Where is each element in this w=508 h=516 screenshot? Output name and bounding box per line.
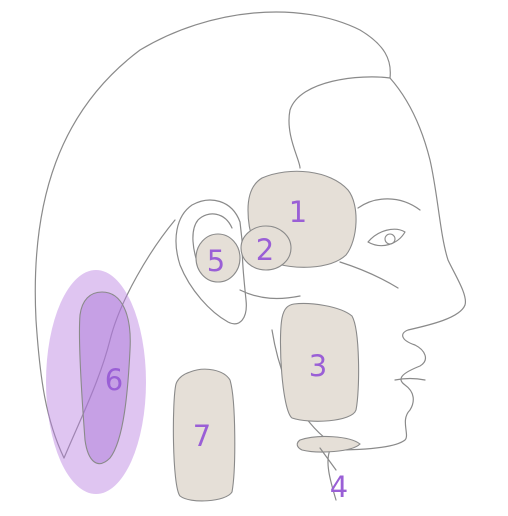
eyebrow: [357, 198, 421, 211]
region-1-label: 1: [289, 195, 307, 229]
region-6[interactable]: [78, 291, 131, 464]
ear-inner: [192, 213, 233, 271]
region-2[interactable]: [240, 225, 292, 271]
region-4-label: 4: [330, 470, 348, 504]
region-4-leader: [319, 447, 337, 471]
region-3-label: 3: [309, 349, 327, 383]
mouth-line: [394, 377, 426, 381]
region-7[interactable]: [172, 368, 236, 502]
cheek-line: [339, 261, 399, 289]
ear-outline: [175, 199, 247, 325]
back-neck-outline: [63, 219, 176, 459]
eye-outline: [367, 228, 406, 247]
region-5[interactable]: [195, 233, 241, 283]
eye-pupil: [384, 233, 396, 245]
region-6-label: 6: [105, 363, 123, 397]
head-outline: [34, 11, 391, 459]
region-2-label: 2: [256, 233, 274, 267]
region-7-label: 7: [193, 419, 211, 453]
region-5-label: 5: [207, 244, 225, 278]
neck-outline: [327, 449, 337, 501]
region-6-highlight[interactable]: [46, 270, 146, 494]
region-3[interactable]: [279, 302, 360, 422]
region-4[interactable]: [296, 435, 361, 453]
face-profile-outline: [288, 76, 467, 451]
